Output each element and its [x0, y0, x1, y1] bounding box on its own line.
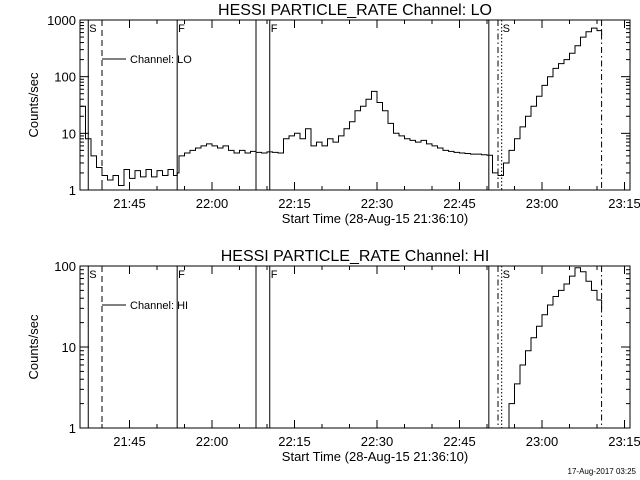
x-tick-label: 22:45 — [443, 196, 476, 211]
time-marker-label: F — [178, 23, 185, 35]
series-line — [503, 267, 603, 429]
y-axis-label: Counts/sec — [26, 72, 41, 138]
x-tick-label: 23:00 — [526, 196, 559, 211]
chart-title: HESSI PARTICLE_RATE Channel: HI — [221, 248, 490, 265]
plot-frame — [79, 265, 631, 429]
time-marker-label: S — [503, 23, 510, 35]
x-tick-label: 22:15 — [278, 196, 311, 211]
y-tick-label: 100 — [54, 259, 76, 274]
x-tick-label: 22:30 — [361, 196, 394, 211]
x-tick-label: 23:15 — [608, 196, 640, 211]
x-tick-label: 23:15 — [608, 434, 640, 449]
y-axis-label: Counts/sec — [26, 314, 41, 380]
x-tick-label: 22:00 — [196, 434, 229, 449]
x-tick-label: 22:00 — [196, 196, 229, 211]
series-line — [80, 27, 603, 186]
x-tick-label: 22:45 — [443, 434, 476, 449]
x-axis-label: Start Time (28-Aug-15 21:36:10) — [282, 211, 468, 226]
y-tick-label: 1 — [69, 421, 76, 436]
x-tick-label: 23:00 — [526, 434, 559, 449]
x-tick-label: 22:15 — [278, 434, 311, 449]
plot-frame — [79, 19, 631, 191]
time-marker-label: F — [271, 23, 278, 35]
x-tick-label: 21:45 — [113, 434, 146, 449]
time-marker-label: S — [503, 269, 510, 281]
x-tick-label: 21:45 — [113, 196, 146, 211]
y-tick-label: 1 — [69, 183, 76, 198]
time-marker-label: F — [271, 269, 278, 281]
time-marker-label: F — [178, 269, 185, 281]
chart-panel-1: HESSI PARTICLE_RATE Channel: LO 21:45 22:0… — [26, 2, 640, 226]
time-marker-label: S — [89, 23, 96, 35]
y-tick-label: 100 — [54, 70, 76, 85]
y-tick-label: 10 — [62, 126, 76, 141]
x-axis-label: Start Time (28-Aug-15 21:36:10) — [282, 449, 468, 464]
legend-label: Channel: HI — [130, 300, 188, 312]
x-tick-label: 22:30 — [361, 434, 394, 449]
chart-panel-2: HESSI PARTICLE_RATE Channel: HI 21:45 22:0… — [26, 248, 640, 464]
y-tick-label: 1000 — [47, 13, 76, 28]
footer-timestamp: 17-Aug-2017 03:25 — [568, 467, 637, 476]
y-tick-label: 10 — [62, 340, 76, 355]
chart-title: HESSI PARTICLE_RATE Channel: LO — [218, 2, 492, 19]
legend-label: Channel: LO — [130, 54, 192, 66]
time-marker-label: S — [89, 269, 96, 281]
